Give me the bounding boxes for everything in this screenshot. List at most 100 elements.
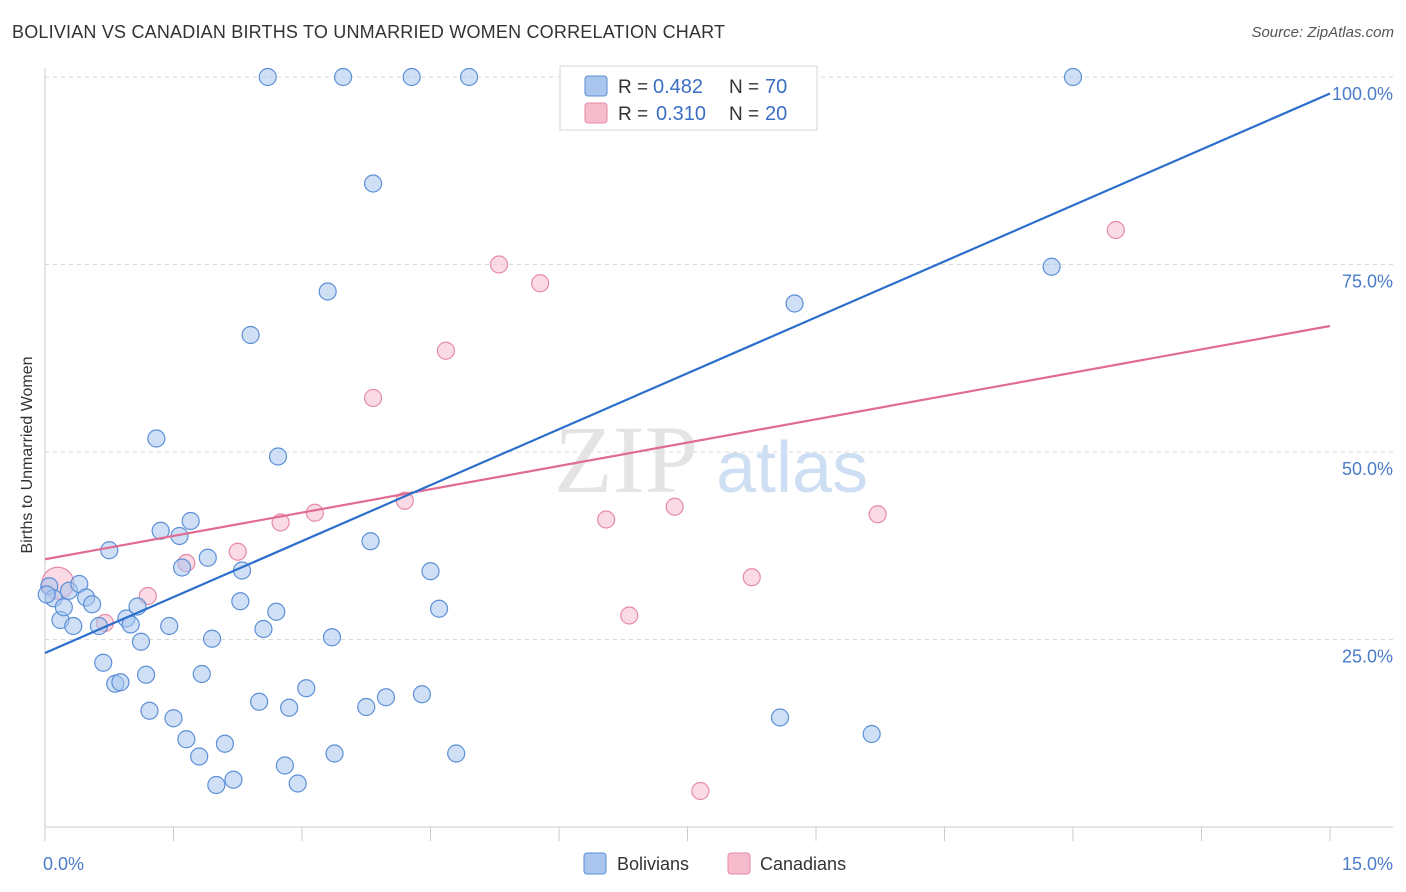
legend-r-label-1: R = bbox=[618, 77, 648, 98]
bottom-legend: Bolivians Canadians bbox=[583, 852, 846, 875]
bolivians-point bbox=[224, 770, 243, 789]
canadians-point bbox=[305, 503, 324, 522]
legend-swatch-canadians bbox=[584, 102, 608, 124]
legend-r-value-1: 0.482 bbox=[653, 76, 703, 98]
bolivians-point bbox=[241, 325, 260, 345]
bolivians-point bbox=[770, 708, 790, 727]
bolivians-point bbox=[160, 616, 179, 636]
bolivians-point bbox=[131, 632, 151, 651]
bolivians-point bbox=[357, 697, 376, 717]
chart-source: Source: ZipAtlas.com bbox=[1251, 24, 1394, 41]
canadians-point bbox=[489, 255, 509, 274]
trend-lines bbox=[44, 92, 1331, 655]
bolivians-point bbox=[364, 174, 383, 193]
bolivians-point bbox=[288, 774, 307, 793]
axes bbox=[44, 68, 1393, 841]
bolivians-point bbox=[297, 679, 316, 698]
y-tick-label: 25.0% bbox=[1342, 647, 1393, 667]
bolivians-point bbox=[429, 599, 449, 618]
legend-n-label-2: N = bbox=[729, 104, 759, 125]
canadians-point bbox=[531, 274, 550, 293]
bottom-legend-swatch-canadians bbox=[727, 852, 751, 875]
legend-n-value-1: 70 bbox=[765, 76, 787, 98]
canadians-point bbox=[597, 510, 616, 529]
bottom-legend-swatch-bolivians bbox=[583, 852, 607, 875]
bolivians-point bbox=[136, 665, 156, 684]
bolivians-point bbox=[231, 592, 250, 611]
canadians-point bbox=[620, 606, 639, 625]
legend-swatch-bolivians bbox=[584, 75, 608, 97]
y-tick-label: 75.0% bbox=[1342, 272, 1393, 292]
bolivians-point bbox=[1042, 257, 1061, 276]
canadians-point bbox=[1106, 220, 1125, 240]
bolivians-point bbox=[412, 685, 432, 704]
bolivians-point bbox=[94, 653, 113, 672]
bolivians-point bbox=[172, 558, 192, 577]
y-tick-label: 50.0% bbox=[1342, 459, 1393, 479]
bolivians-point bbox=[267, 602, 286, 621]
bolivians-point bbox=[268, 447, 288, 466]
bolivians-point bbox=[147, 429, 166, 448]
bolivians-point bbox=[862, 724, 881, 744]
legend-n-value-2: 20 bbox=[765, 103, 787, 125]
bolivians-point bbox=[250, 692, 269, 711]
bolivians-trend-line bbox=[44, 92, 1331, 655]
bolivians-point bbox=[459, 67, 479, 87]
bolivians-point bbox=[334, 67, 353, 87]
bolivians-point bbox=[190, 747, 209, 766]
bolivians-point bbox=[325, 744, 344, 763]
bolivians-point bbox=[254, 619, 273, 639]
chart-title: BOLIVIAN VS CANADIAN BIRTHS TO UNMARRIED… bbox=[12, 22, 726, 42]
bolivians-point bbox=[202, 629, 222, 648]
bolivians-point bbox=[421, 562, 440, 581]
canadians-point bbox=[665, 497, 684, 516]
bolivians-point bbox=[280, 698, 299, 717]
grid-lines bbox=[45, 76, 1393, 640]
bolivians-point bbox=[402, 67, 421, 87]
x-tick-label-min: 0.0% bbox=[43, 854, 84, 874]
canadians-point bbox=[364, 388, 383, 408]
canadians-point bbox=[868, 505, 887, 524]
bolivians-point bbox=[322, 628, 342, 647]
bolivians-point bbox=[258, 67, 277, 87]
watermark: ZIP atlas bbox=[554, 406, 868, 513]
legend-r-label-2: R = bbox=[618, 104, 648, 125]
bolivians-point bbox=[785, 294, 804, 313]
bolivians-point bbox=[140, 701, 159, 720]
bottom-legend-label-bolivians: Bolivians bbox=[617, 854, 689, 874]
bolivians-points bbox=[37, 67, 1083, 795]
canadians-point bbox=[228, 542, 247, 561]
y-tick-label: 100.0% bbox=[1332, 84, 1393, 104]
bolivians-point bbox=[164, 709, 183, 728]
bolivians-point bbox=[37, 585, 56, 604]
bolivians-point bbox=[215, 734, 234, 753]
watermark-atlas: atlas bbox=[716, 428, 868, 508]
bolivians-point bbox=[361, 532, 380, 551]
bolivians-point bbox=[64, 616, 83, 636]
bolivians-point bbox=[275, 756, 294, 775]
bolivians-point bbox=[111, 673, 130, 692]
legend-r-value-2: 0.310 bbox=[656, 103, 706, 125]
canadians-trend-line bbox=[44, 324, 1331, 561]
bolivians-point bbox=[54, 598, 73, 617]
canadians-point bbox=[742, 568, 761, 587]
bolivians-point bbox=[192, 664, 211, 684]
bolivians-point bbox=[1063, 67, 1083, 87]
bolivians-point bbox=[181, 511, 200, 531]
bottom-legend-label-canadians: Canadians bbox=[760, 854, 846, 874]
x-tick-label-max: 15.0% bbox=[1342, 854, 1393, 874]
bolivians-point bbox=[207, 775, 226, 795]
legend: R = 0.482 N = 70 R = 0.310 N = 20 bbox=[559, 65, 818, 131]
legend-n-label-1: N = bbox=[729, 77, 759, 98]
tick-labels: 25.0% 50.0% 75.0% 100.0% 0.0% 15.0% bbox=[43, 84, 1393, 874]
canadians-point bbox=[436, 341, 456, 360]
bolivians-point bbox=[198, 548, 217, 567]
bolivians-point bbox=[376, 688, 396, 707]
bolivians-point bbox=[100, 541, 119, 560]
bolivians-point bbox=[177, 730, 196, 749]
canadians-point bbox=[691, 781, 710, 801]
bolivians-point bbox=[318, 282, 337, 301]
watermark-zip: ZIP bbox=[554, 406, 698, 513]
bolivians-point bbox=[447, 744, 466, 763]
